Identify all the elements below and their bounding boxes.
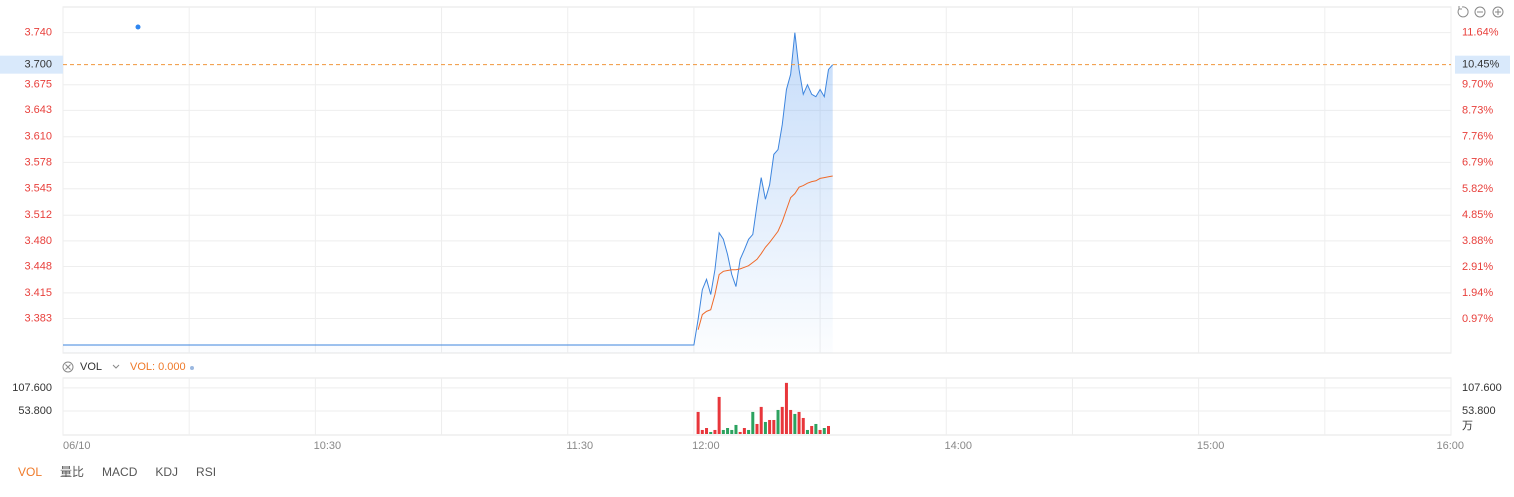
ref-y2-label: 10.45% <box>1462 59 1500 71</box>
x-tick-label: 11:30 <box>566 440 593 452</box>
vol-y2-tick-label: 53.800 <box>1462 405 1496 417</box>
price-area <box>63 32 833 353</box>
volume-bar <box>814 423 818 434</box>
volume-bar <box>734 424 738 434</box>
indicator-tab[interactable]: 量比 <box>60 465 84 479</box>
ref-label: 3.700 <box>24 59 52 71</box>
volume-bar <box>730 429 734 434</box>
volume-bar <box>818 429 822 434</box>
volume-bar <box>696 411 700 434</box>
volume-bar <box>726 428 730 434</box>
volume-bar <box>751 411 755 434</box>
volume-bar <box>755 423 759 434</box>
indicator-name: VOL <box>80 361 102 373</box>
dropdown-icon[interactable] <box>112 364 120 369</box>
price-line <box>63 32 834 346</box>
zoom-controls[interactable] <box>1457 6 1504 18</box>
vol-y-tick-label: 107.600 <box>12 382 52 394</box>
y2-tick-label: 5.82% <box>1462 183 1493 195</box>
ref-label-bg <box>1455 55 1510 74</box>
volume-bar <box>801 417 805 434</box>
zoom-out-icon[interactable] <box>1474 6 1486 18</box>
y-tick-label: 3.675 <box>24 79 52 91</box>
volume-bar <box>776 409 780 434</box>
volume-bar <box>742 428 746 434</box>
close-icon[interactable] <box>62 361 74 373</box>
y-tick-label: 3.383 <box>24 312 52 324</box>
volume-bar <box>721 429 725 434</box>
y2-tick-label: 6.79% <box>1462 157 1493 169</box>
volume-bar <box>822 428 826 434</box>
x-tick-label: 15:00 <box>1197 440 1225 452</box>
volume-bar <box>763 421 767 434</box>
indicator-tab[interactable]: VOL <box>18 465 42 479</box>
indicator-value: VOL: 0.000 <box>130 361 186 373</box>
y-tick-label: 3.740 <box>24 27 52 39</box>
y2-tick-label: 2.91% <box>1462 261 1493 273</box>
y-tick-label: 3.415 <box>24 287 52 299</box>
indicator-tab[interactable]: RSI <box>196 465 216 479</box>
y2-tick-label: 7.76% <box>1462 131 1493 143</box>
x-tick-label: 06/10 <box>63 440 91 452</box>
volume-bar <box>717 396 721 434</box>
y2-tick-label: 3.88% <box>1462 235 1493 247</box>
volume-bar <box>738 431 742 434</box>
reset-icon[interactable] <box>1457 6 1469 18</box>
close-icon-cross <box>65 364 71 370</box>
volume-bar <box>797 411 801 434</box>
volume-bar <box>713 429 717 434</box>
y2-tick-label: 4.85% <box>1462 209 1493 221</box>
x-tick-label: 10:30 <box>314 440 342 452</box>
x-tick-label: 16:00 <box>1436 440 1464 452</box>
volume-bar <box>768 419 772 434</box>
volume-bar <box>789 409 793 434</box>
y2-tick-label: 8.73% <box>1462 105 1493 117</box>
y-tick-label: 3.610 <box>24 131 52 143</box>
y-tick-label: 3.545 <box>24 183 52 195</box>
volume-bar <box>772 419 776 434</box>
volume-bar <box>780 406 784 434</box>
marker-dot <box>135 24 141 30</box>
volume-bar <box>759 406 763 434</box>
vol-y2-tick-label: 107.600 <box>1462 382 1502 394</box>
volume-bar <box>793 413 797 434</box>
y-tick-label: 3.448 <box>24 260 52 272</box>
y-tick-label: 3.643 <box>24 104 52 116</box>
indicator-tab[interactable]: KDJ <box>155 465 178 479</box>
y2-tick-label: 1.94% <box>1462 287 1493 299</box>
y2-tick-label: 9.70% <box>1462 79 1493 91</box>
x-tick-label: 14:00 <box>945 440 973 452</box>
legend-dot <box>190 366 194 370</box>
ref-label-bg <box>0 55 63 74</box>
volume-bar <box>805 429 809 434</box>
vol-legend: VOL VOL: 0.000 <box>62 361 194 373</box>
y2-tick-label: 11.64% <box>1462 27 1499 39</box>
volume-bar <box>810 425 814 434</box>
indicator-tab[interactable]: MACD <box>102 465 138 479</box>
x-tick-label: 12:00 <box>692 440 720 452</box>
volume-bar <box>747 429 751 434</box>
volume-bar <box>827 425 831 434</box>
y-tick-label: 3.480 <box>24 235 52 247</box>
volume-bar <box>705 428 709 434</box>
vol-unit: 万 <box>1462 420 1473 432</box>
volume-bar <box>709 431 713 434</box>
y2-tick-label: 0.97% <box>1462 313 1493 325</box>
volume-bar <box>784 382 788 434</box>
y-tick-label: 3.512 <box>24 209 52 221</box>
y-tick-label: 3.578 <box>24 156 52 168</box>
vol-y-tick-label: 53.800 <box>18 405 52 417</box>
avg-price-line <box>697 175 833 330</box>
volume-bar <box>700 429 704 434</box>
zoom-in-icon[interactable] <box>1492 6 1504 18</box>
